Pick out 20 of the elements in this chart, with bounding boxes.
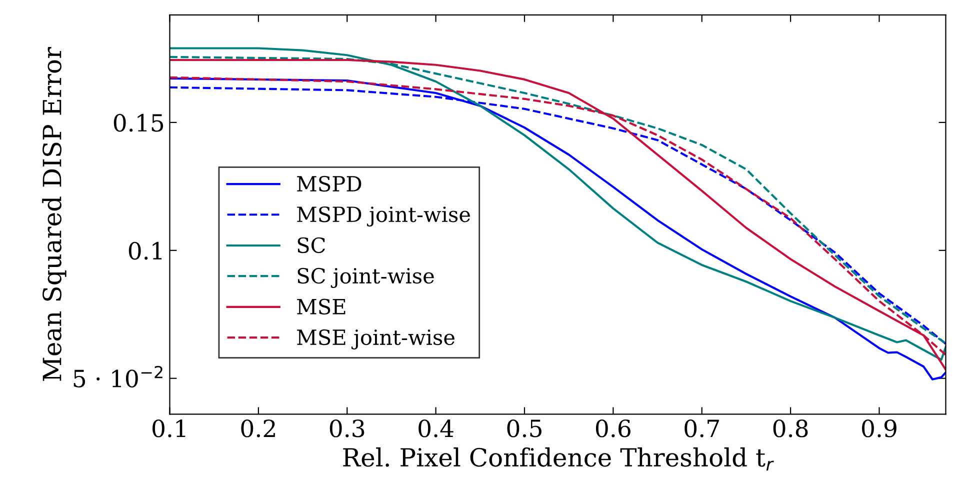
x-tick-label: 0.1 — [152, 419, 186, 438]
legend-label: SC — [298, 237, 326, 254]
y-tick-label: 5 · 10$^{−2}$ — [74, 366, 162, 388]
x-axis-title: Rel. Pixel Confidence Threshold t$_{r}$ — [343, 447, 774, 471]
legend-label: MSPD — [297, 176, 362, 192]
x-tick-label: 0.7 — [684, 419, 719, 438]
x-tick-label: 0.3 — [330, 419, 364, 438]
legend-label: MSPD joint-wise — [297, 206, 470, 227]
legend-label: MSE — [297, 298, 346, 315]
y-tick-label: 0.15 — [114, 114, 164, 132]
y-axis-title: Mean Squared DISP Error — [42, 46, 66, 381]
x-tick-label: 0.9 — [862, 419, 896, 438]
x-tick-label: 0.5 — [507, 419, 542, 438]
legend-label: SC joint-wise — [298, 268, 434, 288]
x-tick-label: 0.4 — [418, 419, 454, 438]
legend-label: MSE joint-wise — [297, 329, 454, 350]
y-tick-label: 0.1 — [128, 242, 162, 260]
x-tick-label: 0.8 — [773, 419, 808, 438]
x-tick-label: 0.2 — [241, 419, 275, 438]
x-tick-label: 0.6 — [596, 419, 630, 438]
